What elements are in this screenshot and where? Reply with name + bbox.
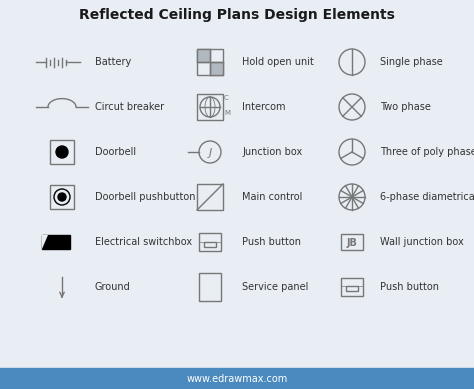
- Bar: [197, 94, 223, 120]
- Text: Three of poly phase: Three of poly phase: [380, 147, 474, 157]
- Text: Intercom: Intercom: [242, 102, 285, 112]
- Text: Push button: Push button: [380, 282, 439, 292]
- Text: Battery: Battery: [95, 57, 131, 67]
- Polygon shape: [42, 235, 48, 249]
- Text: Two phase: Two phase: [380, 102, 431, 112]
- Text: Push button: Push button: [242, 237, 301, 247]
- Bar: [197, 49, 210, 62]
- Text: Circut breaker: Circut breaker: [95, 102, 164, 112]
- Bar: [199, 273, 221, 301]
- Text: Reflected Ceiling Plans Design Elements: Reflected Ceiling Plans Design Elements: [79, 8, 395, 22]
- Text: J: J: [209, 147, 211, 158]
- Text: M: M: [224, 110, 230, 116]
- Text: Ground: Ground: [95, 282, 131, 292]
- Text: www.edrawmax.com: www.edrawmax.com: [186, 373, 288, 384]
- Bar: [204, 242, 216, 247]
- Bar: [42, 235, 70, 249]
- Text: Main control: Main control: [242, 192, 302, 202]
- Bar: [341, 234, 363, 250]
- Circle shape: [58, 193, 66, 201]
- Text: Wall junction box: Wall junction box: [380, 237, 464, 247]
- Text: Doorbell: Doorbell: [95, 147, 136, 157]
- Bar: [210, 62, 223, 75]
- Text: Junction box: Junction box: [242, 147, 302, 157]
- Text: C: C: [224, 95, 229, 101]
- Bar: [199, 233, 221, 251]
- Bar: [197, 184, 223, 210]
- Text: Service panel: Service panel: [242, 282, 309, 292]
- Bar: [50, 140, 74, 164]
- Circle shape: [56, 146, 68, 158]
- Bar: [346, 286, 358, 291]
- Text: 6-phase diametrical: 6-phase diametrical: [380, 192, 474, 202]
- Bar: [197, 49, 223, 75]
- Text: Doorbell pushbutton: Doorbell pushbutton: [95, 192, 195, 202]
- Text: Hold open unit: Hold open unit: [242, 57, 314, 67]
- Text: JB: JB: [346, 238, 357, 247]
- Bar: [50, 185, 74, 209]
- Bar: [341, 278, 363, 296]
- Bar: [0, 368, 474, 389]
- Text: Single phase: Single phase: [380, 57, 443, 67]
- Text: Electrical switchbox: Electrical switchbox: [95, 237, 192, 247]
